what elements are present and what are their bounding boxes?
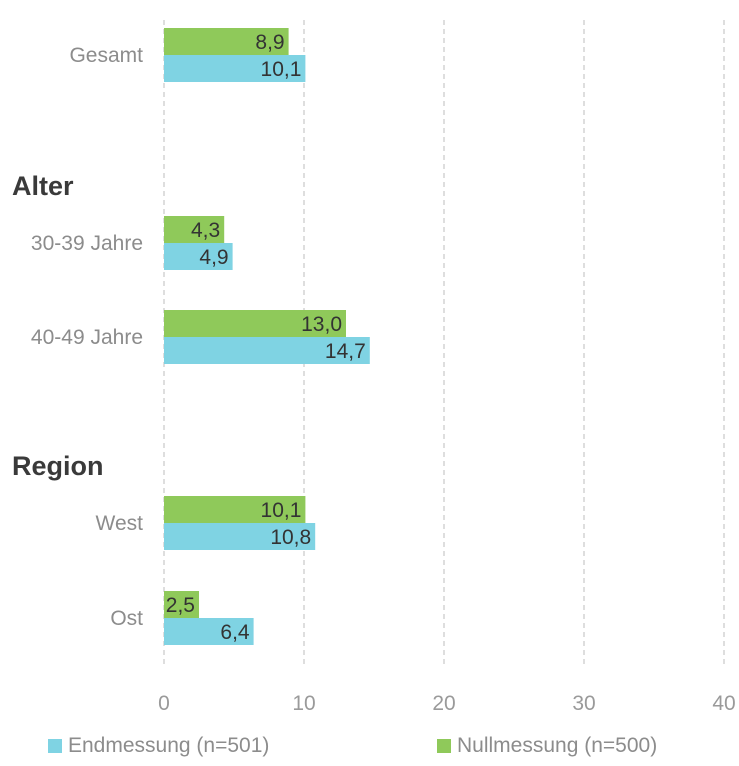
x-tick-label: 30 <box>572 692 595 715</box>
data-label-nullmessung: 13,0 <box>301 313 342 336</box>
bars <box>164 28 370 645</box>
bar-endmessung <box>164 55 306 82</box>
data-label-endmessung: 14,7 <box>325 340 366 363</box>
bar-endmessung <box>164 243 233 270</box>
bar-nullmessung <box>164 591 199 618</box>
bar-chart: 0 10 20 30 40 Gesamt 8,9 10,1 Alter 30-39 Jahre 4,… <box>12 20 736 715</box>
data-label-endmessung: 10,1 <box>261 58 302 81</box>
legend-swatch-endmessung <box>48 739 62 753</box>
x-tick-label: 0 <box>158 692 170 715</box>
legend-label-endmessung: Endmessung (n=501) <box>68 734 270 757</box>
data-label-nullmessung: 8,9 <box>255 31 284 54</box>
category-label: West <box>96 512 144 535</box>
bar-endmessung <box>164 523 316 550</box>
legend-swatch-nullmessung <box>437 739 451 753</box>
bar-nullmessung <box>164 496 306 523</box>
bar-nullmessung <box>164 28 289 55</box>
legend-item-nullmessung: Nullmessung (n=500) <box>437 734 657 758</box>
legend: Endmessung (n=501) Nullmessung (n=500) <box>0 734 739 764</box>
bar-nullmessung <box>164 216 225 243</box>
legend-label-nullmessung: Nullmessung (n=500) <box>457 734 658 757</box>
category-label: 30-39 Jahre <box>31 232 143 255</box>
labels: 0 10 20 30 40 Gesamt 8,9 10,1 Alter 30-39 Jahre 4,… <box>12 31 736 715</box>
category-label: Ost <box>110 607 143 630</box>
data-label-nullmessung: 10,1 <box>261 499 302 522</box>
bar-nullmessung <box>164 310 346 337</box>
bar-endmessung <box>164 618 254 645</box>
data-label-endmessung: 10,8 <box>270 526 311 549</box>
category-label: Gesamt <box>69 44 143 67</box>
bar-endmessung <box>164 337 370 364</box>
data-label-nullmessung: 2,5 <box>166 594 195 617</box>
data-label-endmessung: 4,9 <box>199 246 228 269</box>
x-tick-label: 20 <box>432 692 455 715</box>
data-label-endmessung: 6,4 <box>220 621 250 644</box>
legend-item-endmessung: Endmessung (n=501) <box>48 734 269 758</box>
x-tick-label: 10 <box>292 692 315 715</box>
data-label-nullmessung: 4,3 <box>191 219 220 242</box>
group-heading: Alter <box>12 171 74 201</box>
category-label: 40-49 Jahre <box>31 326 143 349</box>
x-tick-label: 40 <box>712 692 735 715</box>
group-heading: Region <box>12 451 104 481</box>
